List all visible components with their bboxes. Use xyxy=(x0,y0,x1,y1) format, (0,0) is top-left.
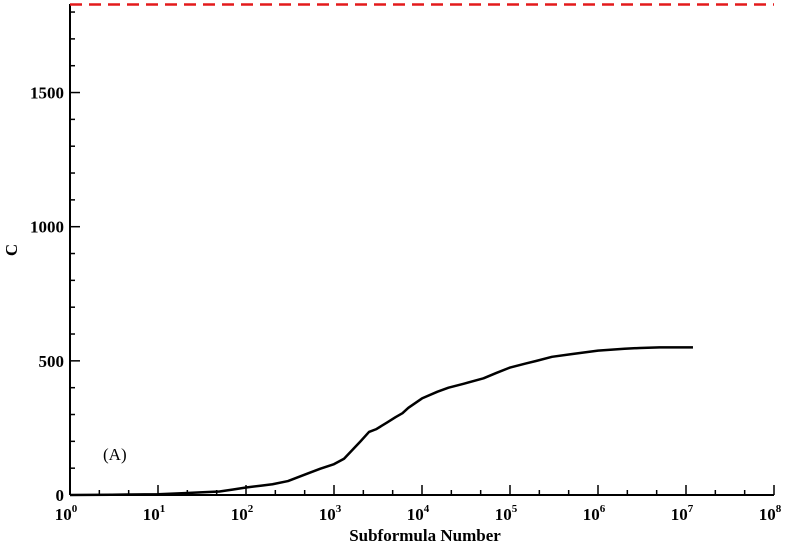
y-tick-label: 500 xyxy=(39,352,65,371)
x-tick-label: 100 xyxy=(55,503,78,524)
x-axis-title: Subformula Number xyxy=(349,526,501,545)
x-tick-label: 102 xyxy=(231,503,254,524)
y-tick-label: 1000 xyxy=(30,218,64,237)
x-tick-label: 104 xyxy=(407,503,430,524)
y-tick-label: 0 xyxy=(56,486,65,505)
y-axis-title: C xyxy=(2,244,21,256)
annotation-label: (A) xyxy=(103,445,127,464)
tick-labels: 100 101 102 103 104 105 106 107 108 0 500 1000 1500 xyxy=(30,84,782,524)
x-tick-label: 107 xyxy=(671,503,694,524)
x-tick-label: 108 xyxy=(759,503,782,524)
x-tick-label: 106 xyxy=(583,503,606,524)
plot-area xyxy=(69,3,774,497)
axes xyxy=(69,4,775,496)
x-tick-label: 101 xyxy=(143,503,166,524)
x-tick-label: 103 xyxy=(319,503,342,524)
series-line xyxy=(69,346,693,497)
x-tick-label: 105 xyxy=(495,503,518,524)
y-tick-label: 1500 xyxy=(30,84,64,103)
